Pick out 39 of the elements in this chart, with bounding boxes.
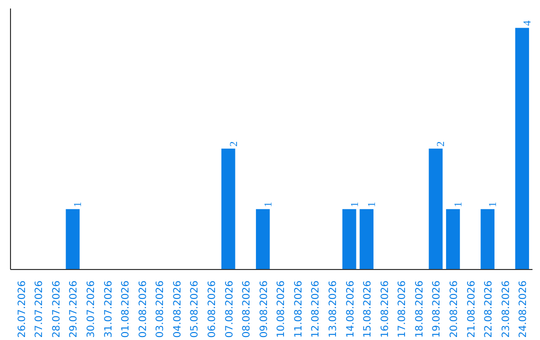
x-tick-label: 27.07.2026: [34, 280, 46, 338]
data-label: 1: [453, 202, 464, 208]
x-tick-label: 05.08.2026: [190, 280, 201, 338]
data-label: 1: [263, 202, 274, 208]
x-tick-label: 22.08.2026: [484, 280, 495, 338]
data-label: 1: [350, 202, 361, 208]
x-tick-label: 16.08.2026: [380, 280, 391, 338]
data-label: 4: [522, 20, 534, 26]
x-tick-label: 10.08.2026: [276, 280, 288, 338]
x-tick-label: 06.08.2026: [207, 280, 218, 338]
x-tick-label: 14.08.2026: [345, 280, 356, 338]
x-tick-label: 17.08.2026: [397, 280, 408, 338]
x-tick-label: 08.08.2026: [242, 280, 253, 338]
x-tick-label: 20.08.2026: [448, 280, 460, 338]
data-label: 2: [228, 141, 240, 147]
x-tick-label: 03.08.2026: [155, 280, 166, 338]
x-tick-label: 31.07.2026: [103, 280, 114, 338]
x-tick-label: 09.08.2026: [258, 280, 270, 338]
x-tick-label: 18.08.2026: [414, 280, 426, 338]
x-tick-label: 28.07.2026: [51, 280, 62, 338]
x-tick-label: 15.08.2026: [362, 280, 374, 338]
x-tick-label: 24.08.2026: [518, 280, 530, 338]
x-tick-label: 04.08.2026: [172, 280, 184, 338]
x-tick-label: 30.07.2026: [86, 280, 98, 338]
x-tick-label: 21.08.2026: [466, 280, 478, 338]
x-tick-label: 11.08.2026: [293, 280, 304, 338]
x-tick-label: 23.08.2026: [500, 280, 512, 338]
data-label: 2: [436, 141, 448, 147]
data-label: 1: [73, 202, 84, 208]
data-label: 1: [488, 202, 500, 208]
x-tick-label: 13.08.2026: [328, 280, 339, 338]
data-label: 1: [367, 202, 378, 208]
x-tick-label: 29.07.2026: [68, 280, 80, 338]
x-tick-label: 26.07.2026: [16, 280, 28, 338]
x-tick-label: 12.08.2026: [310, 280, 322, 338]
x-tick-label: 01.08.2026: [120, 280, 132, 338]
x-tick-label: 19.08.2026: [432, 280, 443, 338]
x-tick-label: 07.08.2026: [224, 280, 236, 338]
x-tick-label: 02.08.2026: [138, 280, 149, 338]
